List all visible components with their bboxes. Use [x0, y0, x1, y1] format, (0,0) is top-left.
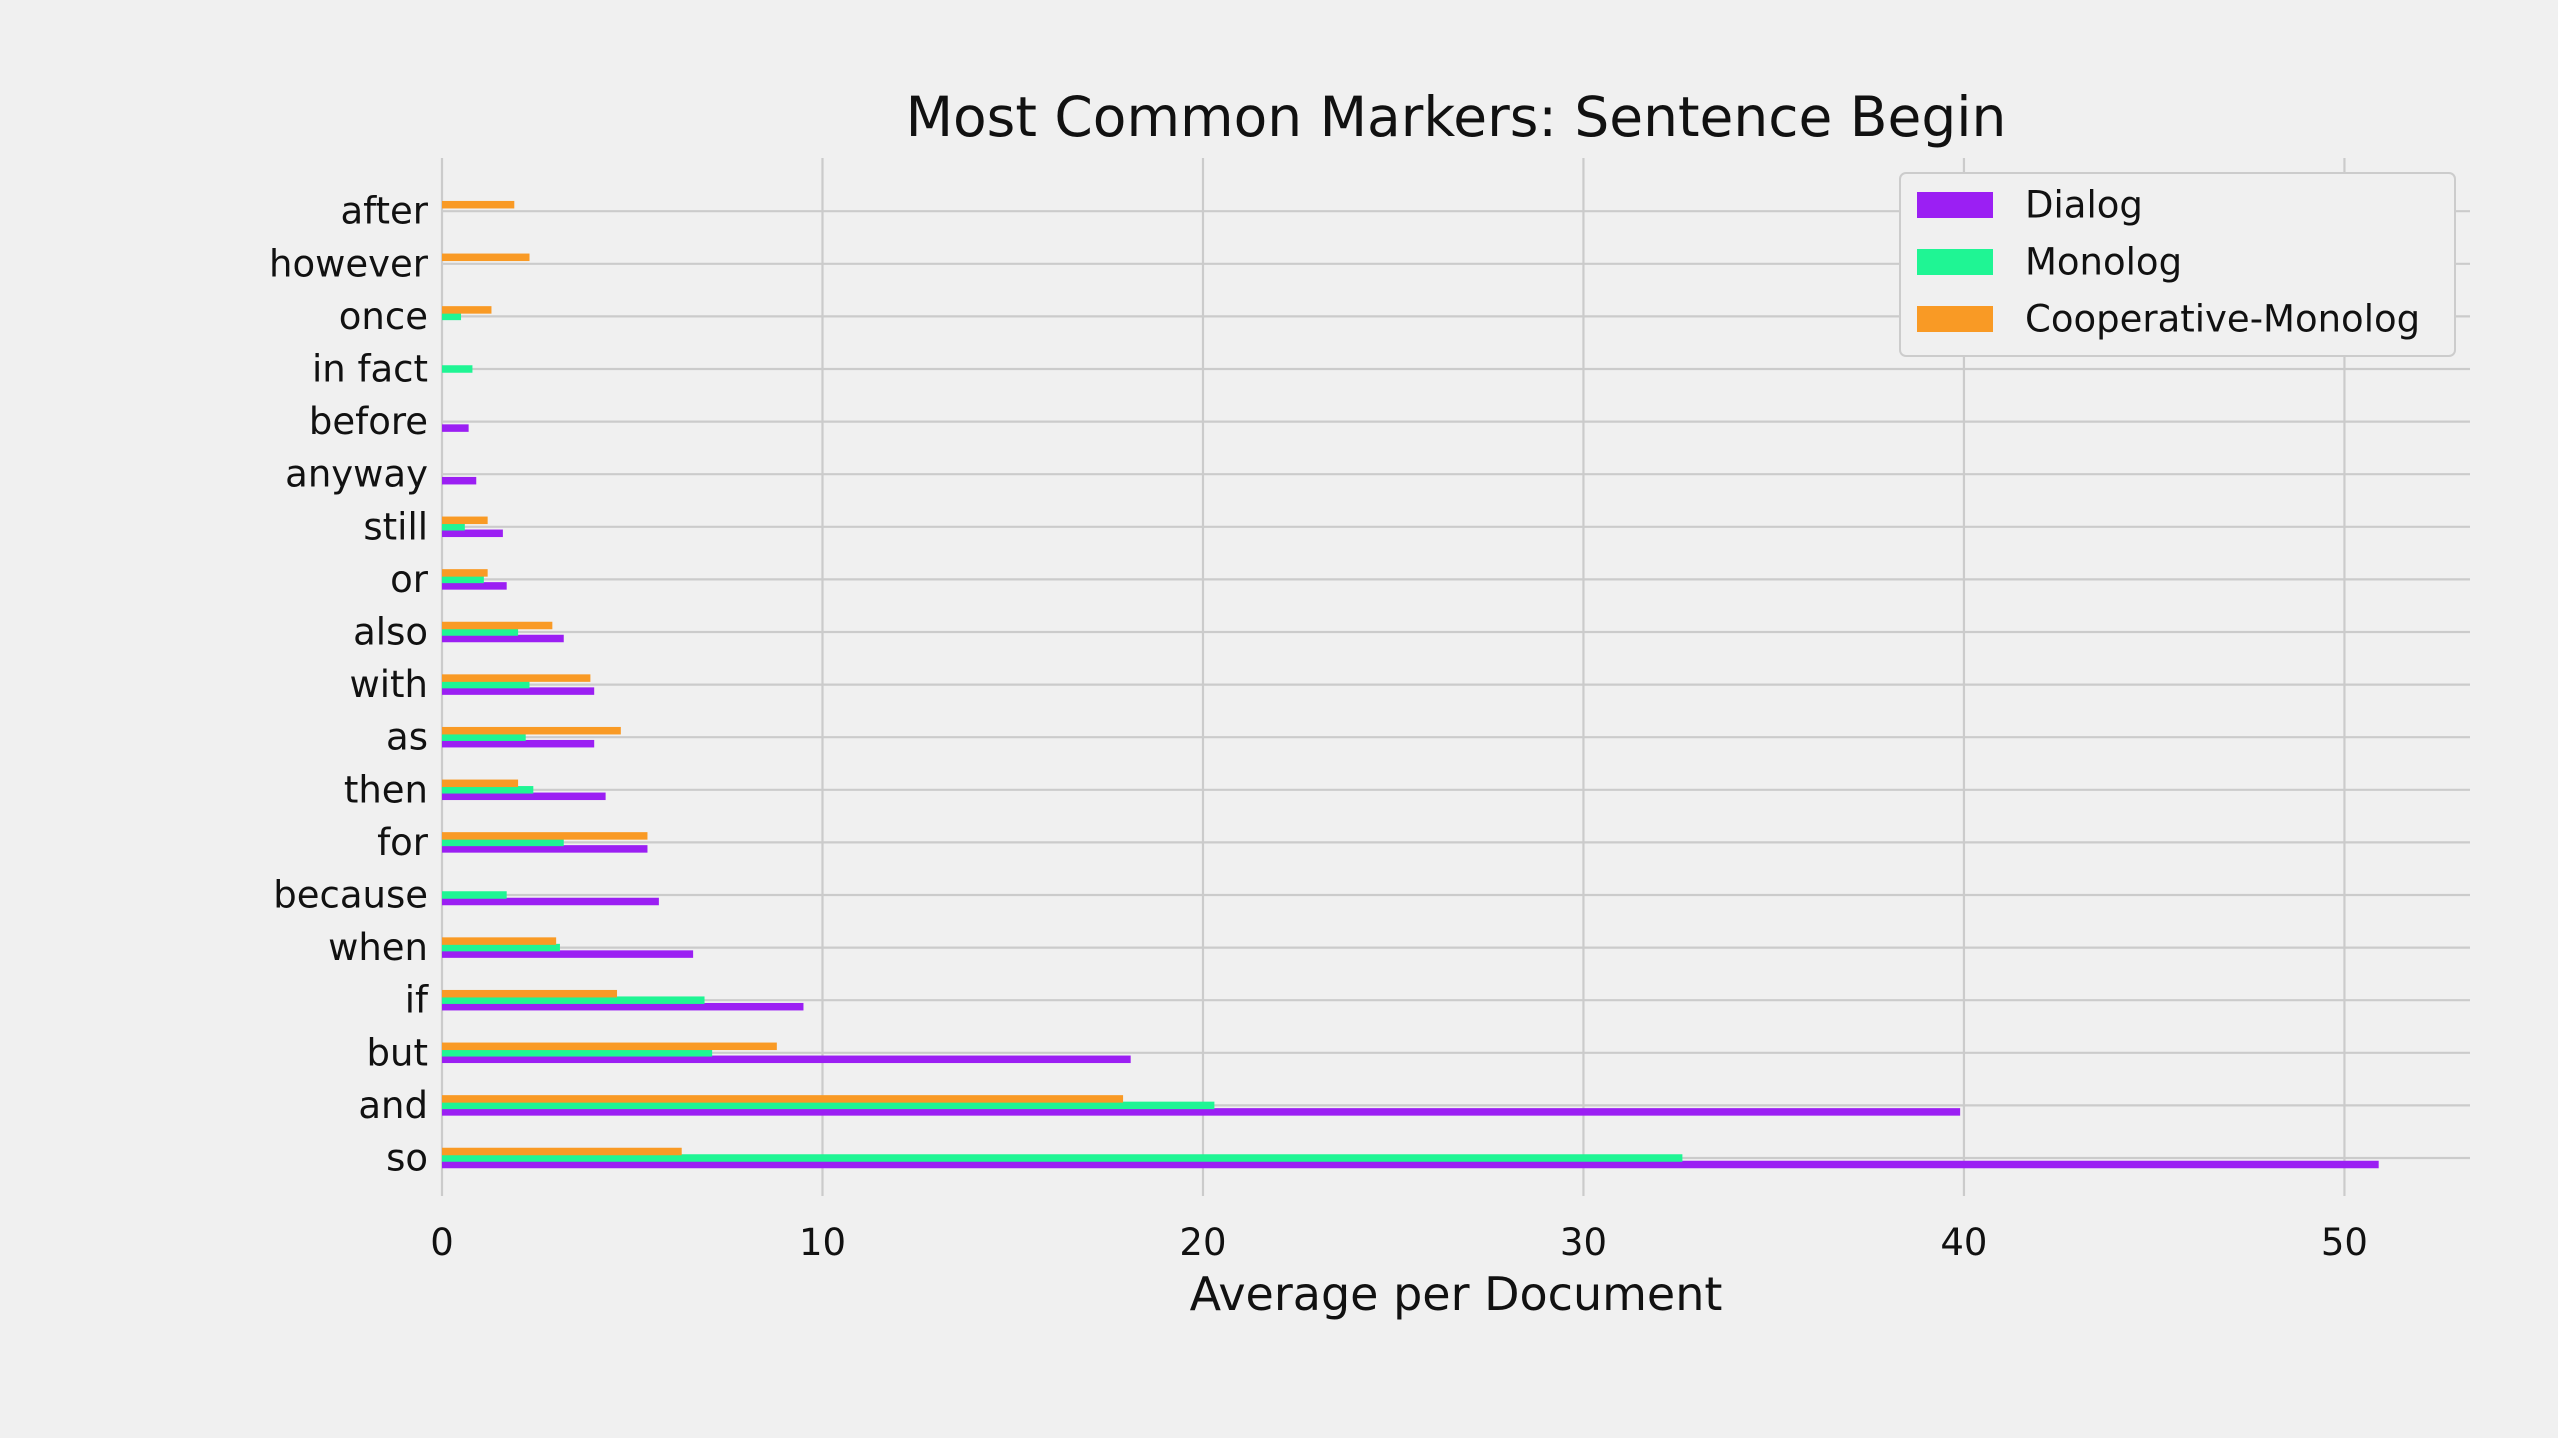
x-tick-label: 20 — [1179, 1221, 1226, 1264]
bar-cooperative-monolog — [442, 306, 492, 314]
y-tick-label: anyway — [285, 453, 428, 496]
bar-cooperative-monolog — [442, 832, 648, 840]
bar-cooperative-monolog — [442, 516, 488, 525]
bar-cooperative-monolog — [442, 989, 618, 998]
bar-monolog — [442, 838, 564, 847]
bar-monolog — [442, 575, 484, 584]
bar-dialog — [442, 845, 648, 853]
y-tick-label: then — [344, 768, 428, 811]
bar-cooperative-monolog — [442, 1095, 1124, 1103]
y-tick-label: or — [390, 558, 429, 601]
y-tick-label: as — [386, 716, 428, 759]
bar-dialog — [442, 950, 694, 958]
bar-dialog — [442, 1002, 804, 1011]
y-tick-label: after — [340, 190, 428, 233]
y-tick-labels: so and but if when because for then as with also or… — [269, 190, 429, 1180]
bar-monolog — [442, 680, 530, 689]
bar-monolog — [442, 1101, 1215, 1110]
y-tick-label: when — [328, 926, 428, 969]
bar-monolog — [442, 733, 526, 741]
bar-dialog — [442, 897, 659, 906]
x-tick-labels: 0 10 20 30 40 50 — [430, 1221, 2368, 1264]
bar-monolog — [442, 523, 465, 531]
bar-dialog — [442, 1160, 2379, 1169]
bar-monolog — [442, 628, 519, 636]
y-tick-label: so — [386, 1137, 428, 1180]
x-tick-label: 0 — [430, 1221, 454, 1264]
bar-monolog — [442, 1154, 1683, 1162]
bar-cooperative-monolog — [442, 569, 488, 577]
bar-cooperative-monolog — [442, 674, 591, 682]
bar-monolog — [442, 943, 560, 952]
y-tick-label: however — [269, 242, 429, 285]
bar-cooperative-monolog — [442, 779, 519, 788]
x-tick-label: 10 — [799, 1221, 846, 1264]
bar-dialog — [442, 739, 595, 748]
bar-cooperative-monolog — [442, 1147, 682, 1156]
bar-cooperative-monolog — [442, 726, 621, 735]
y-tick-label: in fact — [312, 348, 428, 391]
y-tick-label: still — [363, 505, 428, 548]
bar-dialog — [442, 1108, 1961, 1116]
y-tick-label: before — [309, 400, 428, 443]
bar-cooperative-monolog — [442, 253, 530, 262]
legend-label-monolog: Monolog — [2025, 241, 2182, 284]
y-tick-label: because — [273, 874, 428, 917]
legend-swatch-cooperative-monolog — [1917, 306, 1993, 332]
bar-monolog — [442, 786, 534, 794]
bars — [442, 200, 2379, 1169]
y-tick-label: once — [339, 295, 428, 338]
legend-label-dialog: Dialog — [2025, 184, 2143, 227]
legend-items: Dialog Monolog Cooperative-Monolog — [1917, 184, 2420, 341]
x-tick-label: 30 — [1560, 1221, 1607, 1264]
legend: Dialog Monolog Cooperative-Monolog — [1899, 172, 2456, 357]
bar-dialog — [442, 424, 469, 432]
y-tick-label: if — [405, 979, 429, 1022]
bar-monolog — [442, 996, 705, 1004]
legend-label-cooperative-monolog: Cooperative-Monolog — [2025, 298, 2420, 341]
y-tick-label: for — [377, 821, 429, 864]
bar-dialog — [442, 687, 595, 695]
bar-dialog — [442, 476, 477, 485]
bar-cooperative-monolog — [442, 621, 553, 630]
x-axis-label: Average per Document — [1190, 1267, 1723, 1321]
bar-cooperative-monolog — [442, 937, 557, 945]
bar-dialog — [442, 792, 606, 801]
x-tick-label: 50 — [2321, 1221, 2368, 1264]
bar-monolog — [442, 312, 462, 321]
legend-swatch-monolog — [1917, 249, 1993, 275]
bar-monolog — [442, 365, 473, 373]
x-gridlines — [440, 158, 2346, 1196]
bar-monolog — [442, 891, 507, 899]
chart-title: Most Common Markers: Sentence Begin — [906, 85, 2007, 149]
y-tick-label: also — [353, 611, 428, 654]
legend-box — [1899, 172, 2456, 357]
bar-cooperative-monolog — [442, 200, 515, 209]
bar-dialog — [442, 529, 503, 538]
x-tick-label: 40 — [1940, 1221, 1987, 1264]
bar-dialog — [442, 582, 507, 590]
y-tick-label: and — [358, 1084, 428, 1127]
bar-cooperative-monolog — [442, 1042, 777, 1051]
y-tick-label: with — [350, 663, 429, 706]
y-tick-label: but — [367, 1031, 428, 1074]
legend-swatch-dialog — [1917, 192, 1993, 218]
bar-dialog — [442, 1055, 1131, 1064]
bar-monolog — [442, 1049, 713, 1057]
bar-dialog — [442, 634, 564, 643]
